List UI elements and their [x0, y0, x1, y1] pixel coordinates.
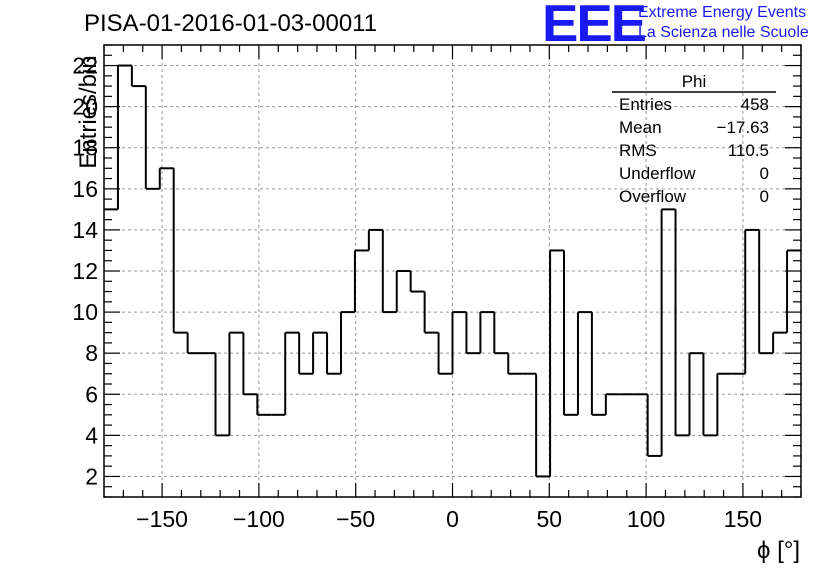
stats-label-entries: Entries [619, 95, 672, 114]
stats-label-mean: Mean [619, 118, 662, 137]
y-tick-label: 4 [85, 422, 98, 448]
stats-box-name: Phi [682, 72, 707, 91]
x-tick-label: 0 [446, 506, 459, 532]
histogram-title: PISA-01-2016-01-03-00011 [84, 10, 378, 37]
x-axis-label: ϕ [°] [757, 537, 800, 564]
eee-logo-line-2: La Scienza nelle Scuole [638, 24, 809, 41]
stats-value-entries: 458 [741, 95, 769, 114]
y-axis-label: Entries/bin [75, 55, 102, 168]
axes: −150 −100 −50 0 50 100 150 2 4 6 8 10 12 14 16 18 20 22 [72, 44, 802, 532]
x-tick-label: −150 [136, 506, 188, 532]
x-tick-label: 100 [627, 506, 665, 532]
stats-value-underflow: 0 [760, 164, 769, 183]
stats-label-underflow: Underflow [619, 164, 696, 183]
y-tick-label: 6 [85, 381, 98, 407]
y-tick-label: 2 [85, 463, 98, 489]
x-tick-label: 150 [724, 506, 762, 532]
y-tick-label: 22 [72, 53, 98, 79]
y-tick-label: 18 [72, 135, 98, 161]
y-tick-label: 10 [72, 299, 98, 325]
histogram-series [104, 64, 801, 478]
y-tick-label: 16 [72, 176, 98, 202]
eee-logo-line-1: Extreme Energy Events [638, 4, 807, 21]
stats-label-rms: RMS [619, 141, 657, 160]
y-tick-label: 8 [85, 340, 98, 366]
stats-value-mean: −17.63 [717, 118, 769, 137]
stats-value-rms: 110.5 [728, 141, 769, 160]
x-tick-label: −50 [336, 506, 375, 532]
x-tick-label: −100 [233, 506, 285, 532]
y-tick-label: 14 [72, 217, 98, 243]
y-tick-label: 20 [72, 94, 98, 120]
x-tick-label: 50 [537, 506, 563, 532]
stats-label-overflow: Overflow [619, 187, 687, 206]
stats-box: Phi Entries 458 Mean −17.63 RMS 110.5 Un… [612, 72, 776, 206]
stats-value-overflow: 0 [760, 187, 769, 206]
grid-lines [104, 45, 801, 497]
y-tick-label: 12 [72, 258, 98, 284]
eee-logo: EEE [542, 0, 647, 53]
